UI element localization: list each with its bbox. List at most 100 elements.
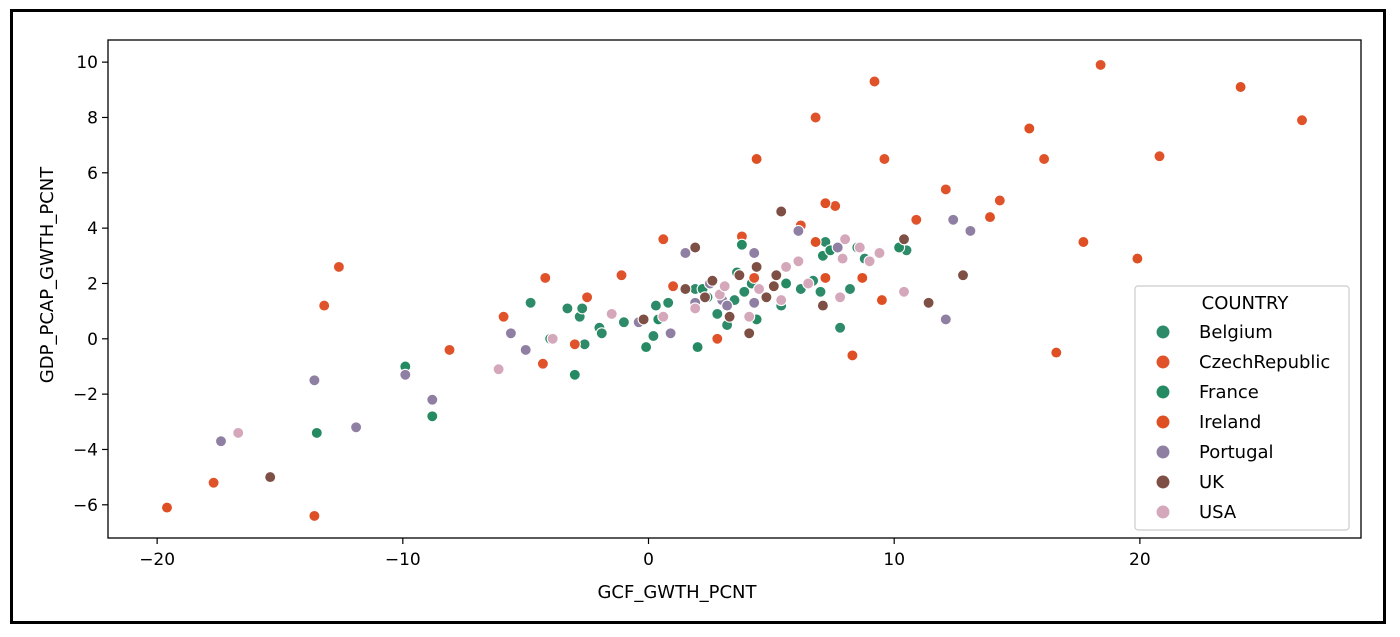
point-portugal-0 [214,435,228,448]
x-tick-label: 10 [883,550,905,570]
legend-marker-usa [1155,504,1171,520]
point-belgium-10 [649,299,662,312]
point-ireland-4 [819,197,832,210]
point-france-12 [780,277,793,290]
point-portugal-18 [939,313,952,326]
point-uk-16 [922,296,935,309]
point-portugal-4 [426,393,439,406]
legend-label-belgium: Belgium [1199,322,1273,343]
point-usa-10 [775,294,788,307]
point-belgium-0 [524,296,537,309]
point-ireland-11 [1050,346,1063,359]
point-czechrepublic-12 [711,332,724,345]
point-czechrepublic-9 [615,269,628,282]
point-belgium-4 [576,302,589,315]
point-usa-15 [836,252,849,265]
legend-label-uk: UK [1199,472,1225,493]
point-czechrepublic-26 [1295,114,1309,127]
point-czechrepublic-19 [878,152,891,166]
point-uk-8 [743,327,756,340]
point-usa-9 [753,282,766,296]
y-tick-label: 4 [87,219,98,239]
point-usa-19 [873,246,886,260]
point-uk-7 [733,269,746,282]
point-ireland-14 [1234,80,1247,94]
y-tick-label: −6 [73,496,98,516]
x-axis-ticks: −20 −10 0 10 20 [139,538,1151,570]
point-czechrepublic-2 [332,260,345,273]
point-uk-9 [750,260,763,273]
point-ireland-2 [750,152,763,166]
point-france-5 [640,341,653,354]
legend-marker-belgium [1155,324,1171,340]
x-tick-label: 0 [643,550,654,570]
point-uk-0 [264,471,277,484]
point-czechrepublic-4 [497,310,510,323]
point-usa-5 [689,302,702,315]
point-usa-13 [802,277,815,290]
point-uk-6 [723,310,736,323]
point-uk-1 [637,313,650,326]
point-uk-5 [706,274,719,287]
point-czechrepublic-7 [568,338,581,351]
point-portugal-13 [721,299,734,312]
point-czechrepublic-1 [318,299,331,312]
legend-items: Belgium CzechRepublic France Ireland Portuga… [1155,322,1330,523]
point-czechrepublic-0 [207,476,220,489]
point-france-10 [735,238,748,251]
point-portugal-6 [519,343,532,356]
point-czechrepublic-24 [1094,58,1107,71]
point-czechrepublic-18 [868,75,881,88]
point-czechrepublic-16 [809,111,822,124]
point-portugal-17 [831,241,844,254]
point-ireland-8 [875,294,888,307]
point-portugal-9 [679,246,692,260]
point-belgium-17 [738,285,751,298]
legend-label-portugal: Portugal [1199,442,1274,463]
point-belgium-14 [711,307,724,320]
point-usa-7 [718,280,731,293]
point-belgium-25 [843,282,857,296]
point-ireland-12 [1077,235,1090,249]
point-usa-2 [546,332,559,345]
legend-label-czechrepublic: CzechRepublic [1199,352,1330,373]
legend-marker-ireland [1155,414,1171,430]
point-france-2 [426,410,439,423]
point-czechrepublic-10 [657,233,670,246]
point-portugal-2 [350,421,363,434]
point-czechrepublic-23 [1038,152,1051,166]
point-ireland-6 [846,349,859,362]
point-belgium-22 [814,285,827,298]
legend-marker-france [1155,384,1171,400]
point-belgium-2 [561,302,574,315]
x-axis-label: GCF_GWTH_PCNT [597,582,757,603]
point-ireland-10 [1023,122,1036,135]
point-ireland-9 [983,211,997,224]
point-usa-20 [897,285,911,298]
legend-marker-portugal [1155,444,1171,460]
point-belgium-11 [662,296,675,309]
point-ireland-0 [160,501,174,514]
point-usa-12 [792,255,805,268]
y-tick-label: 10 [76,53,98,73]
point-uk-15 [897,233,911,246]
point-uk-4 [698,291,712,304]
legend-label-france: France [1199,382,1259,403]
point-belgium-7 [595,327,608,340]
x-tick-label: −20 [139,550,175,570]
point-czechrepublic-14 [748,271,761,284]
y-axis-ticks: −6 −4 −2 0 2 4 6 8 10 [73,53,108,516]
y-tick-label: −4 [73,440,98,460]
point-france-4 [568,368,581,381]
legend-marker-czechrepublic [1155,354,1171,370]
point-portugal-14 [748,246,761,260]
point-uk-11 [767,280,780,293]
legend-marker-uk [1155,474,1171,490]
point-uk-3 [689,241,702,254]
legend: COUNTRY Belgium CzechRepublic France Irelan… [1134,285,1350,531]
point-uk-2 [679,282,692,296]
point-usa-17 [853,241,866,254]
point-usa-14 [834,291,847,304]
point-uk-17 [956,269,970,282]
point-portugal-5 [504,327,517,340]
